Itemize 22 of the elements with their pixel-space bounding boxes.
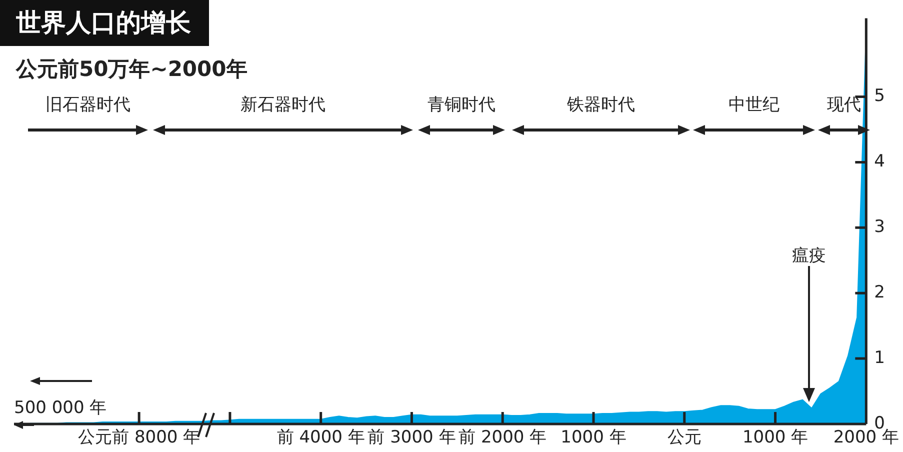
annotation: 青铜时代 bbox=[428, 94, 496, 116]
y-tick-label: 4 bbox=[874, 152, 885, 172]
annotation: 中世纪 bbox=[728, 94, 780, 116]
x-tick-label: 公元 bbox=[667, 428, 702, 448]
x-tick-label: 前 3000 年 bbox=[368, 428, 456, 448]
annotation: 瘟疫 bbox=[792, 245, 826, 267]
x-tick-label: 前 2000 年 bbox=[458, 428, 547, 448]
x-tick-label: 公元前 8000 年 bbox=[78, 428, 200, 448]
text: 公元前50万年~2000年 bbox=[16, 56, 248, 83]
annotation: 铁器时代 bbox=[567, 94, 635, 116]
y-tick-label: 3 bbox=[874, 217, 885, 238]
chart-title: 世界人口的增长 bbox=[0, 0, 209, 46]
annotation: 500 000 年 bbox=[14, 397, 107, 419]
y-tick-label: 2 bbox=[874, 282, 885, 303]
x-tick-label: 1000 年 bbox=[742, 428, 808, 448]
annotation: 旧石器时代 bbox=[46, 94, 130, 116]
x-tick-label: 前 4000 年 bbox=[276, 428, 365, 448]
annotation: 新石器时代 bbox=[240, 94, 326, 116]
y-tick-label: 5 bbox=[874, 86, 885, 106]
annotation: 现代 bbox=[827, 94, 861, 116]
x-tick-label: 1000 年 bbox=[560, 428, 626, 448]
y-tick-label: 1 bbox=[874, 348, 885, 368]
